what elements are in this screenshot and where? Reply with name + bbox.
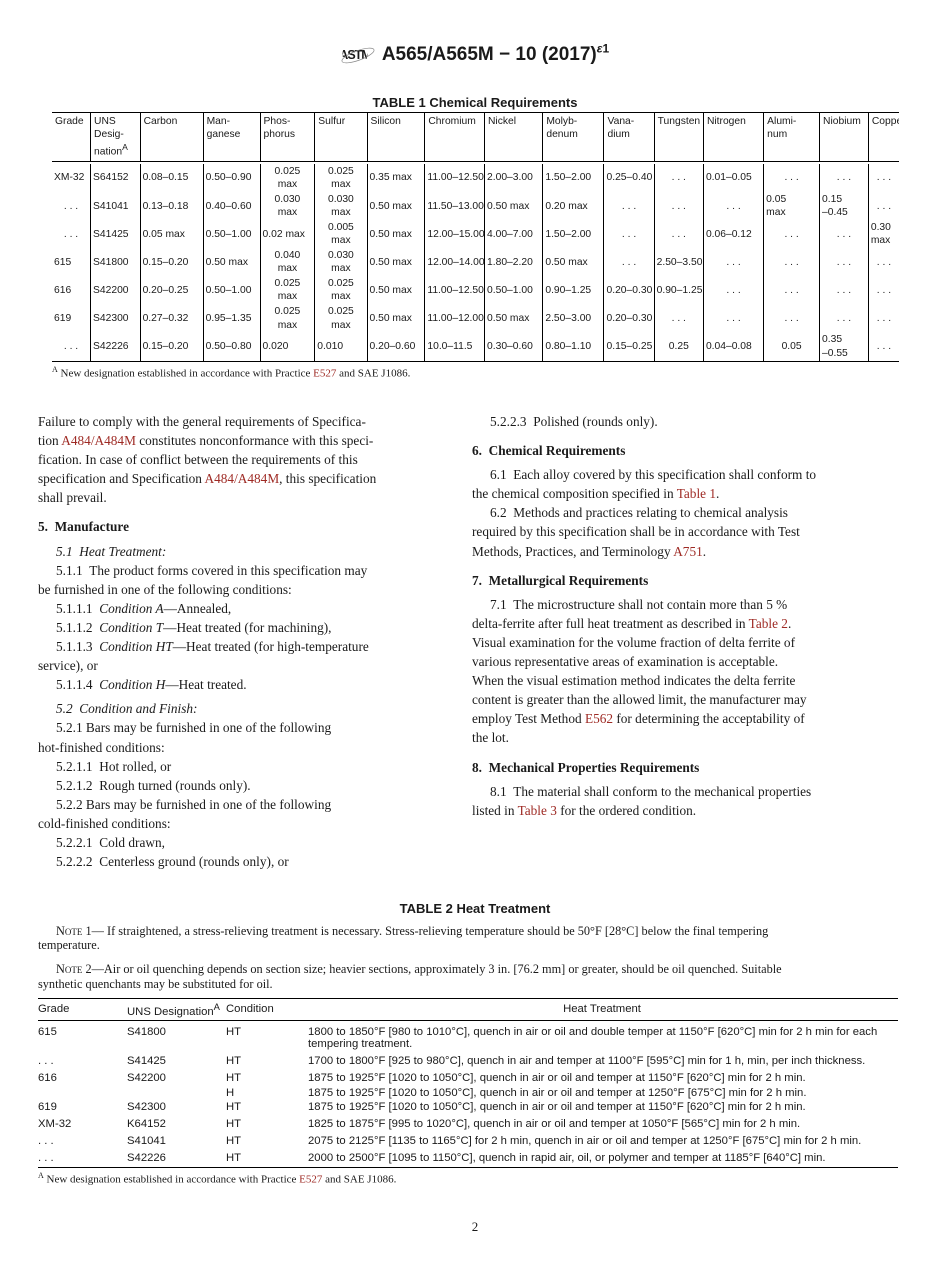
svg-text:ASTM: ASTM xyxy=(341,48,371,62)
